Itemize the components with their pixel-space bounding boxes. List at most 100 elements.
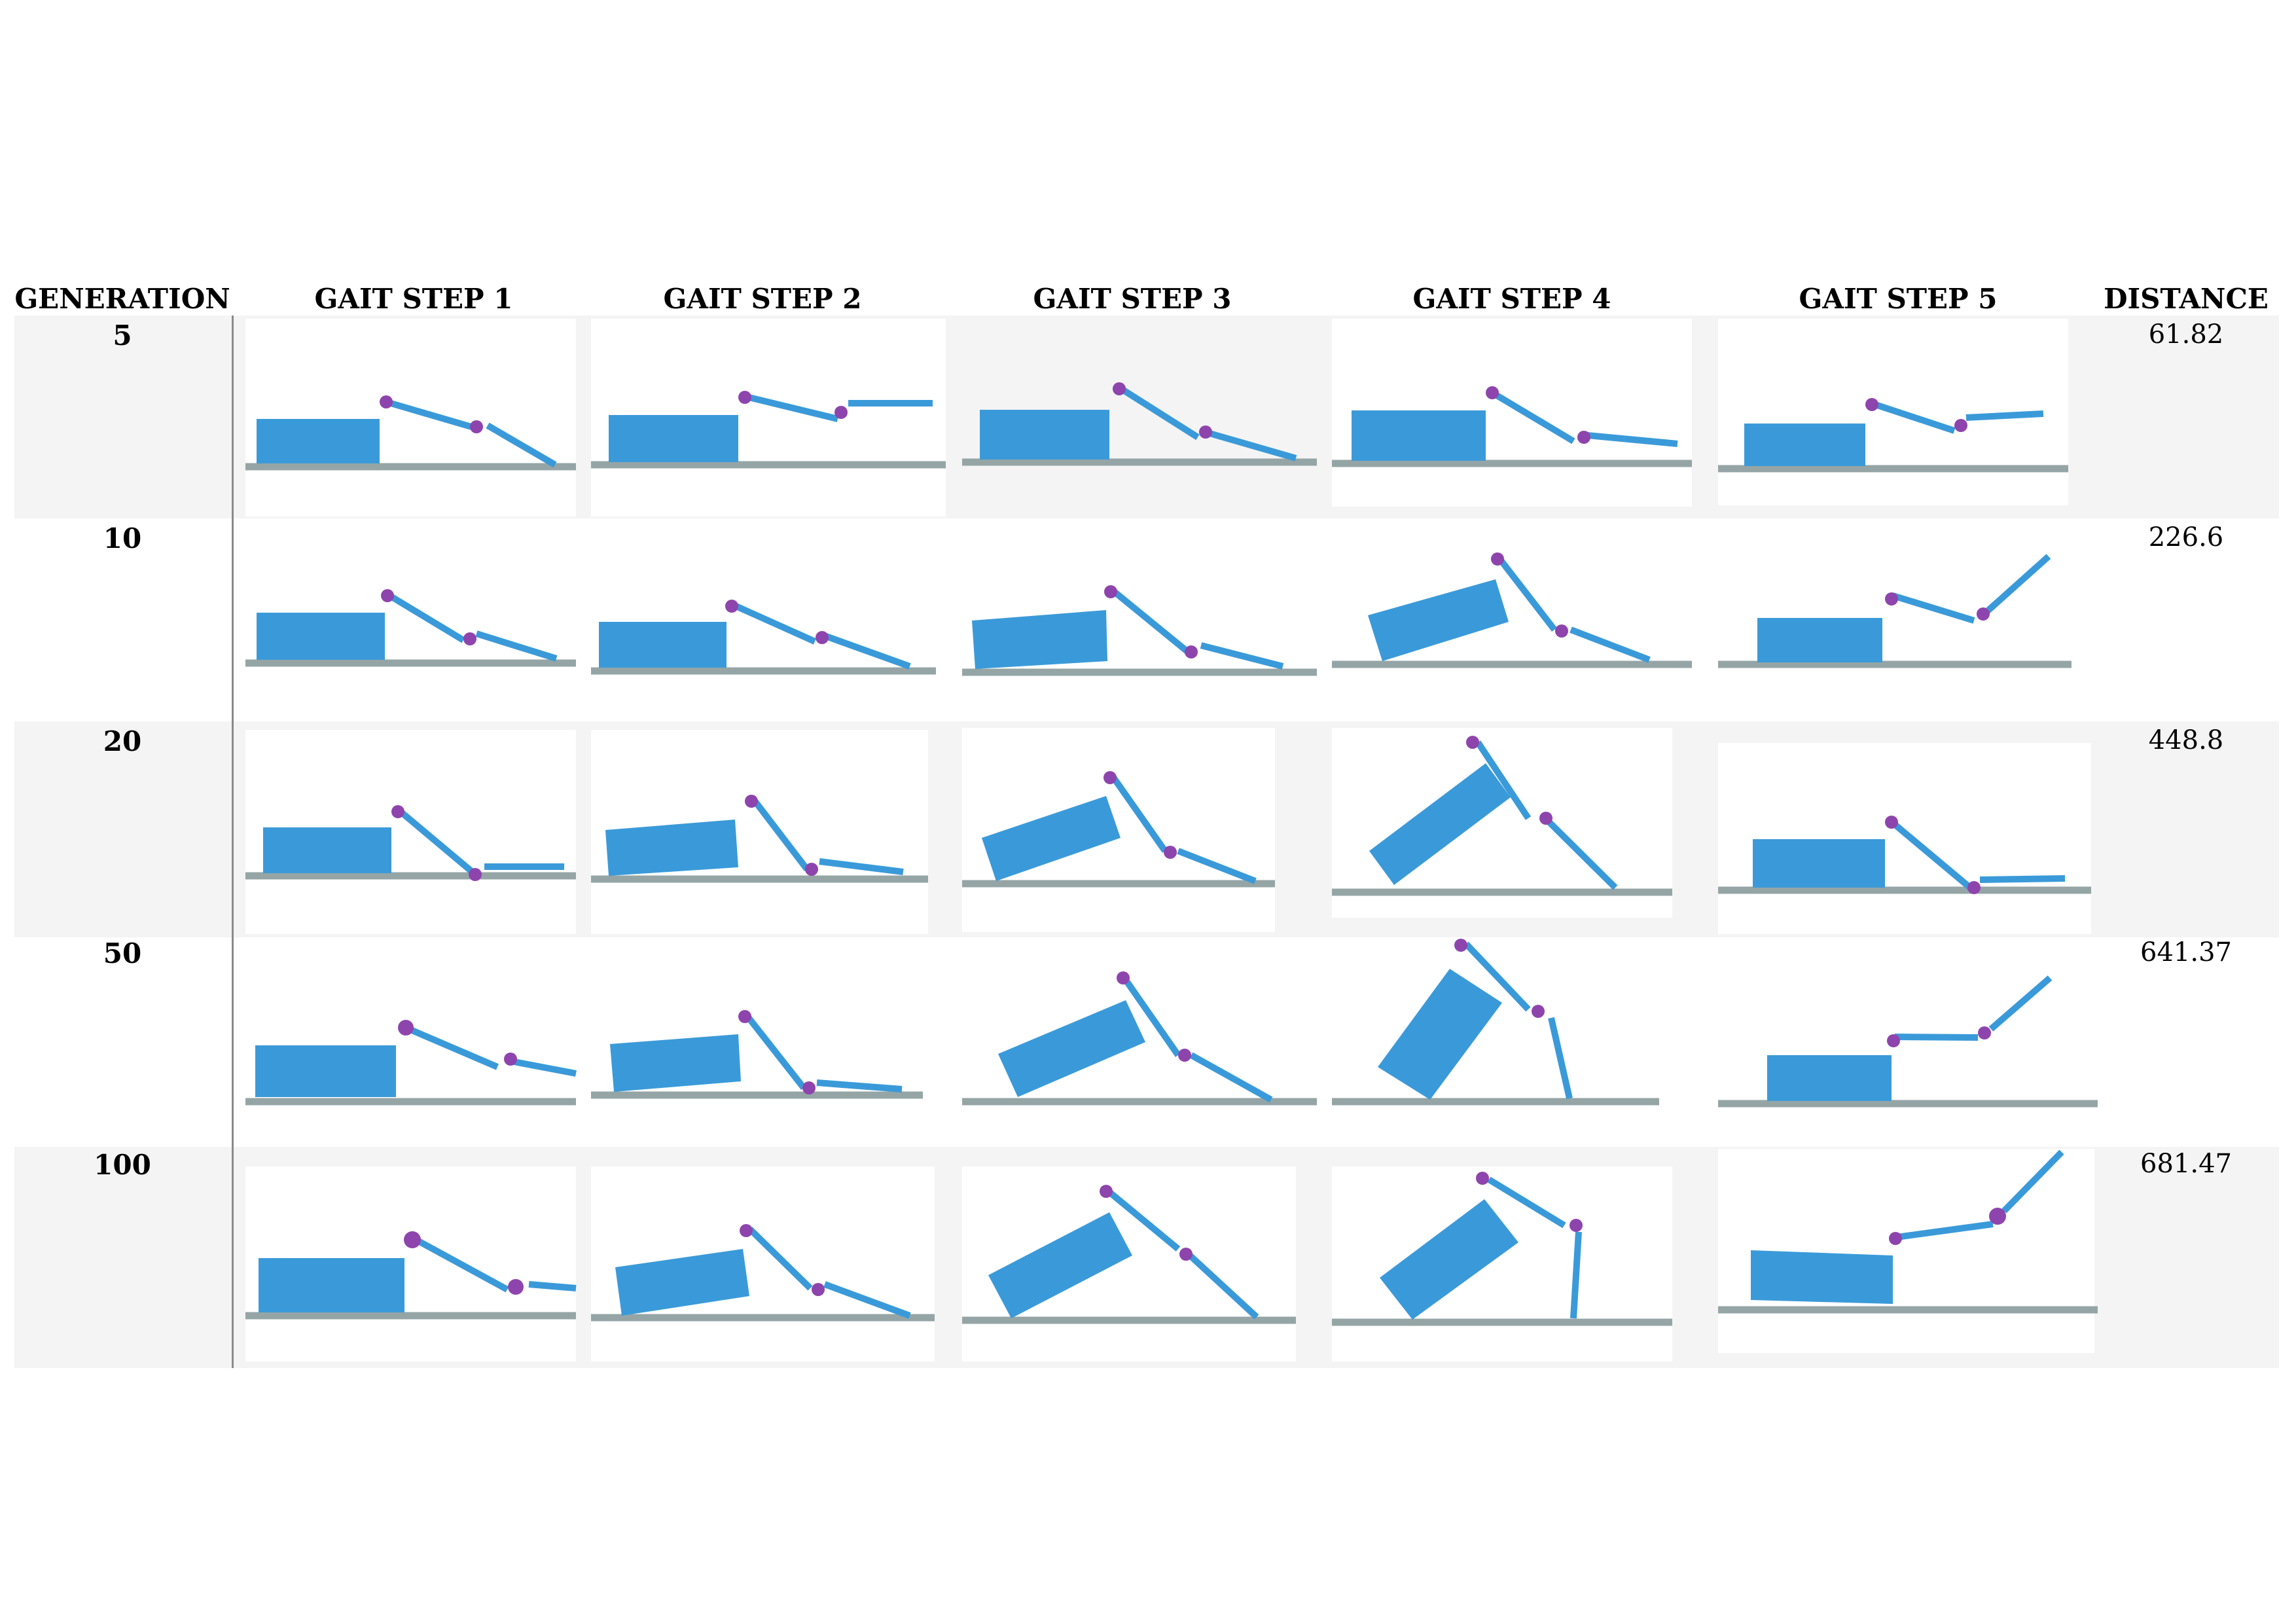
frame-panel — [1718, 743, 2091, 934]
header-generation: GENERATION — [14, 283, 230, 315]
joint-marker — [1989, 1208, 2006, 1225]
joint-marker — [834, 406, 848, 419]
robot-body — [1751, 1250, 1893, 1304]
robot-leg — [1463, 941, 1531, 1012]
robot-leg — [1894, 1034, 1979, 1041]
robot-body — [609, 415, 738, 462]
robot-body — [1753, 839, 1885, 888]
joint-marker — [1466, 736, 1479, 749]
joint-marker — [470, 420, 483, 433]
robot-leg — [475, 630, 558, 662]
robot-leg — [1124, 980, 1181, 1057]
robot-body — [998, 1000, 1145, 1097]
joint-marker — [1977, 607, 1990, 621]
robot-body — [599, 622, 726, 668]
joint-marker — [380, 395, 393, 408]
joint-marker — [1199, 425, 1212, 439]
joint-marker — [1185, 645, 1198, 659]
joint-marker — [1887, 1034, 1900, 1047]
robot-body — [1744, 424, 1865, 466]
joint-marker — [391, 805, 404, 818]
robot-body — [1757, 618, 1882, 662]
robot-leg — [1487, 1176, 1566, 1229]
distance-value: 61.82 — [2148, 319, 2224, 350]
joint-marker — [504, 1053, 517, 1066]
robot-leg — [1570, 1231, 1582, 1319]
joint-marker — [1100, 1185, 1113, 1198]
robot-body — [615, 1249, 749, 1316]
robot-leg — [1496, 555, 1557, 632]
robot-leg — [1177, 848, 1257, 884]
robot-body — [972, 610, 1107, 669]
robot-leg — [731, 602, 817, 645]
row-background — [14, 937, 2279, 1147]
robot-body — [257, 419, 380, 463]
joint-marker — [469, 868, 482, 881]
robot-leg — [385, 399, 473, 430]
robot-leg — [745, 393, 839, 422]
robot-leg — [1570, 626, 1651, 663]
robot-body — [1368, 579, 1509, 661]
robot-leg — [1587, 432, 1678, 447]
robot-leg — [1110, 588, 1191, 655]
header-gait-step-2: GAIT STEP 2 — [663, 283, 862, 315]
distance-value: 226.6 — [2148, 522, 2224, 552]
robot-leg — [1475, 740, 1532, 820]
joint-marker — [1532, 1005, 1545, 1018]
joint-marker — [1103, 771, 1117, 784]
robot-leg — [486, 422, 557, 468]
robot-body — [988, 1212, 1132, 1318]
joint-marker — [1178, 1049, 1191, 1062]
joint-marker — [1454, 939, 1467, 952]
robot-leg — [1490, 389, 1575, 444]
joint-marker — [725, 600, 738, 613]
joint-marker — [381, 589, 394, 602]
joint-marker — [1885, 592, 1898, 605]
joint-marker — [1179, 1248, 1193, 1261]
joint-marker — [404, 1231, 421, 1248]
robot-leg — [2001, 1149, 2064, 1214]
joint-marker — [1555, 624, 1568, 638]
robot-leg — [1109, 774, 1168, 853]
robot-body — [982, 796, 1121, 881]
robot-leg — [404, 1024, 499, 1070]
robot-leg — [1896, 1221, 1994, 1240]
distance-value: 641.37 — [2140, 937, 2232, 967]
joint-marker — [1967, 881, 1981, 894]
robot-leg — [819, 858, 904, 875]
header-distance: DISTANCE — [2104, 283, 2269, 315]
robot-leg — [1189, 1052, 1273, 1103]
robot-body — [980, 410, 1109, 460]
joint-marker — [812, 1283, 825, 1296]
generation-label: 100 — [94, 1149, 151, 1181]
robot-body — [255, 1045, 396, 1097]
joint-marker — [508, 1279, 524, 1295]
robot-body — [257, 613, 385, 660]
joint-marker — [745, 795, 758, 808]
robot-leg — [398, 809, 476, 876]
robot-leg — [513, 1058, 577, 1077]
joint-marker — [1954, 419, 1967, 432]
distance-value: 448.8 — [2148, 725, 2224, 755]
robot-body — [1380, 1199, 1518, 1320]
robot-leg — [751, 797, 810, 872]
robot-body — [263, 827, 391, 873]
robot-leg — [1208, 430, 1297, 461]
header-gait-step-1: GAIT STEP 1 — [314, 283, 513, 315]
joint-marker — [1865, 398, 1878, 411]
robot-body — [605, 820, 738, 876]
robot-leg — [1892, 592, 1975, 624]
robot-leg — [1187, 1253, 1259, 1320]
generation-label: 10 — [103, 522, 142, 554]
robot-leg — [825, 633, 911, 670]
robot-body — [1378, 969, 1502, 1100]
robot-leg — [1117, 384, 1200, 441]
joint-marker — [1104, 585, 1117, 598]
joint-marker — [1117, 971, 1130, 984]
robot-leg — [744, 1012, 806, 1091]
robot-leg — [1547, 820, 1618, 890]
joint-marker — [463, 632, 476, 645]
robot-leg — [1200, 642, 1284, 670]
joint-marker — [1539, 812, 1552, 825]
